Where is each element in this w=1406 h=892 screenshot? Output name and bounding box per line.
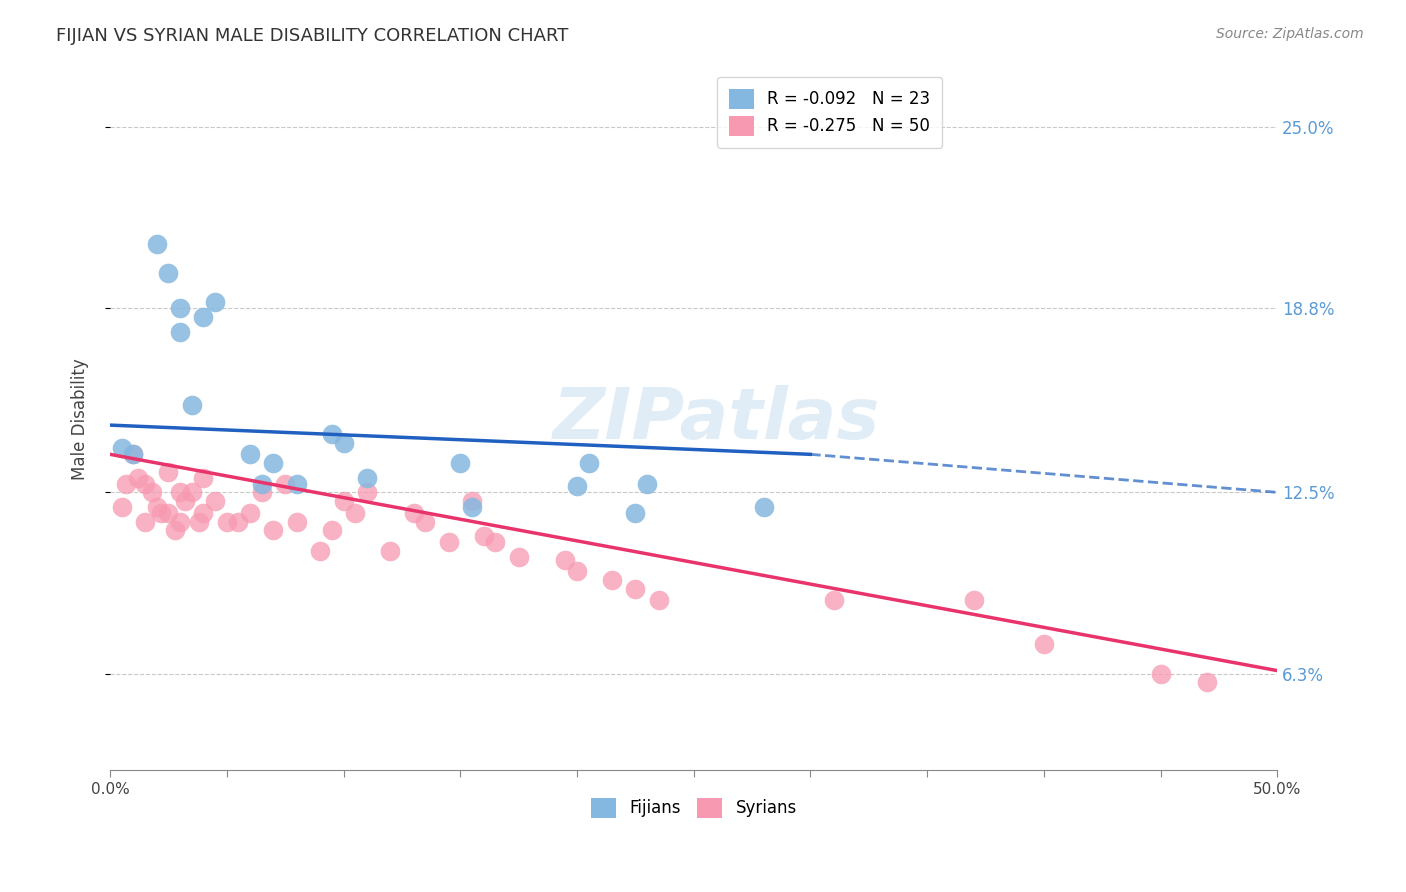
- Point: [165, 524, 187, 538]
- Point: [250, 476, 273, 491]
- Point: [321, 426, 343, 441]
- Point: [461, 494, 484, 508]
- Point: [228, 515, 250, 529]
- Point: [193, 506, 215, 520]
- Point: [141, 485, 163, 500]
- Y-axis label: Male Disability: Male Disability: [72, 359, 89, 480]
- Point: [823, 593, 845, 607]
- Point: [134, 515, 156, 529]
- Point: [111, 442, 134, 456]
- Point: [157, 465, 180, 479]
- Point: [565, 564, 588, 578]
- Legend: Fijians, Syrians: Fijians, Syrians: [583, 791, 803, 825]
- Point: [193, 471, 215, 485]
- Point: [508, 549, 530, 564]
- Text: Source: ZipAtlas.com: Source: ZipAtlas.com: [1216, 27, 1364, 41]
- Point: [356, 485, 378, 500]
- Point: [554, 552, 576, 566]
- Point: [402, 506, 425, 520]
- Point: [1197, 675, 1219, 690]
- Point: [157, 506, 180, 520]
- Point: [1149, 666, 1171, 681]
- Point: [169, 301, 191, 316]
- Point: [263, 524, 285, 538]
- Point: [145, 236, 167, 251]
- Point: [111, 500, 134, 514]
- Point: [215, 515, 238, 529]
- Point: [472, 529, 495, 543]
- Point: [122, 447, 145, 461]
- Point: [624, 582, 647, 596]
- Point: [274, 476, 297, 491]
- Point: [180, 485, 202, 500]
- Point: [647, 593, 669, 607]
- Point: [145, 500, 167, 514]
- Point: [636, 476, 658, 491]
- Point: [127, 471, 149, 485]
- Point: [193, 310, 215, 324]
- Text: ZIPatlas: ZIPatlas: [554, 384, 880, 454]
- Point: [115, 476, 138, 491]
- Point: [963, 593, 986, 607]
- Point: [239, 447, 262, 461]
- Point: [309, 543, 332, 558]
- Point: [321, 524, 343, 538]
- Point: [600, 573, 623, 587]
- Point: [1032, 637, 1054, 651]
- Point: [187, 515, 209, 529]
- Point: [169, 515, 191, 529]
- Point: [285, 476, 308, 491]
- Point: [285, 515, 308, 529]
- Point: [173, 494, 195, 508]
- Point: [204, 295, 226, 310]
- Point: [449, 456, 471, 470]
- Point: [437, 535, 460, 549]
- Point: [169, 325, 191, 339]
- Point: [169, 485, 191, 500]
- Point: [122, 447, 145, 461]
- Point: [239, 506, 262, 520]
- Point: [413, 515, 436, 529]
- Point: [332, 494, 354, 508]
- Point: [180, 398, 202, 412]
- Point: [624, 506, 647, 520]
- Point: [157, 266, 180, 280]
- Point: [380, 543, 402, 558]
- Point: [344, 506, 367, 520]
- Point: [332, 435, 354, 450]
- Point: [565, 479, 588, 493]
- Point: [578, 456, 600, 470]
- Point: [484, 535, 506, 549]
- Text: FIJIAN VS SYRIAN MALE DISABILITY CORRELATION CHART: FIJIAN VS SYRIAN MALE DISABILITY CORRELA…: [56, 27, 568, 45]
- Point: [134, 476, 156, 491]
- Point: [263, 456, 285, 470]
- Point: [250, 485, 273, 500]
- Point: [204, 494, 226, 508]
- Point: [752, 500, 775, 514]
- Point: [461, 500, 484, 514]
- Point: [356, 471, 378, 485]
- Point: [150, 506, 173, 520]
